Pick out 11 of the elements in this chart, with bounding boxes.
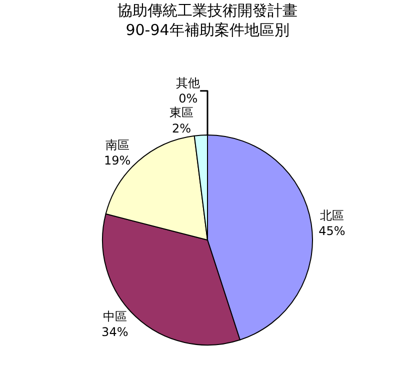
data-label: 2% [172, 121, 192, 136]
slice-label: 北區 [320, 208, 344, 222]
slice-label: 南區 [105, 138, 130, 152]
text: 0% [178, 92, 198, 106]
category-label: 其他 [176, 76, 200, 90]
data-label: 34% [102, 325, 128, 340]
slice-label: 中區 [102, 310, 127, 324]
data-label: 45% [318, 224, 346, 238]
chart-title: 協助傳統工業技術開發計畫 90-94年補助案件地區別 [118, 2, 298, 40]
slice-label: 東區 [170, 106, 194, 120]
data-label: 19% [104, 154, 131, 168]
